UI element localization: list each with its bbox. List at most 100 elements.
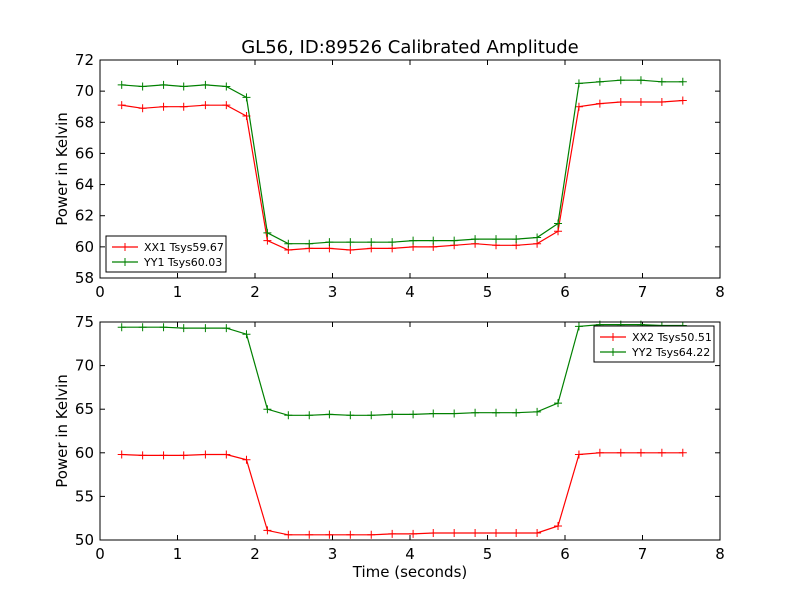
data-point-marker <box>388 238 397 247</box>
data-point-marker <box>117 323 126 332</box>
data-point-marker <box>554 219 563 228</box>
data-point-marker <box>346 530 355 539</box>
data-point-marker <box>305 411 314 420</box>
data-point-marker <box>678 77 687 86</box>
x-tick-label: 7 <box>638 283 648 301</box>
data-point-marker <box>429 529 438 538</box>
legend-marker <box>609 333 617 341</box>
data-point-marker <box>450 529 459 538</box>
data-point-marker <box>117 450 126 459</box>
data-point-marker <box>242 93 251 102</box>
data-point-marker <box>325 530 334 539</box>
data-point-marker <box>305 239 314 248</box>
data-point-marker <box>159 102 168 111</box>
chart-title: GL56, ID:89526 Calibrated Amplitude <box>241 37 579 58</box>
data-point-marker <box>159 451 168 460</box>
plot-frame <box>99 321 721 541</box>
data-point-marker <box>305 530 314 539</box>
x-tick-label: 0 <box>95 283 105 301</box>
data-point-marker <box>222 324 231 333</box>
data-point-marker <box>179 324 188 333</box>
x-tick-label: 8 <box>715 283 725 301</box>
data-point-marker <box>595 99 604 108</box>
data-point-marker <box>678 448 687 457</box>
data-point-marker <box>429 236 438 245</box>
x-tick-label: 1 <box>173 545 183 563</box>
legend-box <box>105 235 227 273</box>
x-tick-label: 0 <box>95 545 105 563</box>
y-tick-label: 72 <box>75 51 94 69</box>
data-point-marker <box>636 76 645 85</box>
data-point-marker <box>222 101 231 110</box>
x-tick-label: 6 <box>560 283 570 301</box>
data-point-marker <box>201 80 210 89</box>
data-point-marker <box>284 411 293 420</box>
legend-marker <box>121 258 129 266</box>
y-tick-label: 60 <box>75 238 94 256</box>
data-point-marker <box>242 455 251 464</box>
data-point-marker <box>201 450 210 459</box>
data-point-marker <box>595 77 604 86</box>
legend-label: YY2 Tsys64.22 <box>631 346 710 359</box>
data-point-marker <box>678 96 687 105</box>
data-point-marker <box>179 82 188 91</box>
data-point-marker <box>409 236 418 245</box>
x-tick-label: 8 <box>715 545 725 563</box>
data-point-marker <box>574 450 583 459</box>
data-point-marker <box>263 526 272 535</box>
data-point-marker <box>471 408 480 417</box>
y-tick-label: 68 <box>75 113 94 131</box>
data-point-marker <box>574 322 583 331</box>
data-point-marker <box>201 101 210 110</box>
legend: XX1 Tsys59.67 YY1 Tsys60.03 <box>105 235 227 273</box>
y-tick-label: 70 <box>75 357 94 375</box>
y-tick-label: 58 <box>75 269 94 287</box>
data-point-marker <box>138 451 147 460</box>
data-point-marker <box>429 409 438 418</box>
series-line-1 <box>121 99 683 251</box>
data-point-marker <box>284 530 293 539</box>
data-point-marker <box>409 529 418 538</box>
x-tick-label: 5 <box>483 545 493 563</box>
y-tick-label: 62 <box>75 207 94 225</box>
x-axis-label: Time (seconds) <box>352 563 468 581</box>
data-point-marker <box>179 451 188 460</box>
data-point-marker <box>222 450 231 459</box>
x-tick-label: 3 <box>328 545 338 563</box>
legend: XX2 Tsys50.51 YY2 Tsys64.22 <box>593 325 715 363</box>
subplot-1: 0 1 2 3 4 5 6 7 8 58 60 62 64 66 68 70 72 Power in Kelvin… <box>53 51 725 301</box>
legend-box <box>593 325 715 363</box>
plot-frame <box>99 59 721 279</box>
series-line-2 <box>121 79 683 245</box>
data-point-marker <box>263 236 272 245</box>
series-line-2 <box>121 324 683 416</box>
data-point-marker <box>138 82 147 91</box>
data-point-marker <box>595 448 604 457</box>
data-point-marker <box>117 101 126 110</box>
data-point-marker <box>471 235 480 244</box>
x-tick-label: 6 <box>560 545 570 563</box>
data-point-marker <box>346 238 355 247</box>
y-tick-label: 75 <box>75 313 94 331</box>
y-tick-label: 60 <box>75 444 94 462</box>
y-tick-label: 55 <box>75 487 94 505</box>
y-axis-label: Power in Kelvin <box>53 374 71 488</box>
data-point-marker <box>512 408 521 417</box>
data-point-marker <box>512 529 521 538</box>
data-point-marker <box>367 530 376 539</box>
data-point-marker <box>616 76 625 85</box>
legend-marker <box>609 348 617 356</box>
data-point-marker <box>159 323 168 332</box>
data-point-marker <box>657 448 666 457</box>
series-line-1 <box>121 452 683 536</box>
data-point-marker <box>201 324 210 333</box>
data-point-marker <box>263 228 272 237</box>
data-point-marker <box>346 245 355 254</box>
legend-label: XX2 Tsys50.51 <box>632 331 712 344</box>
y-tick-label: 50 <box>75 531 94 549</box>
data-point-marker <box>284 239 293 248</box>
data-point-marker <box>492 529 501 538</box>
